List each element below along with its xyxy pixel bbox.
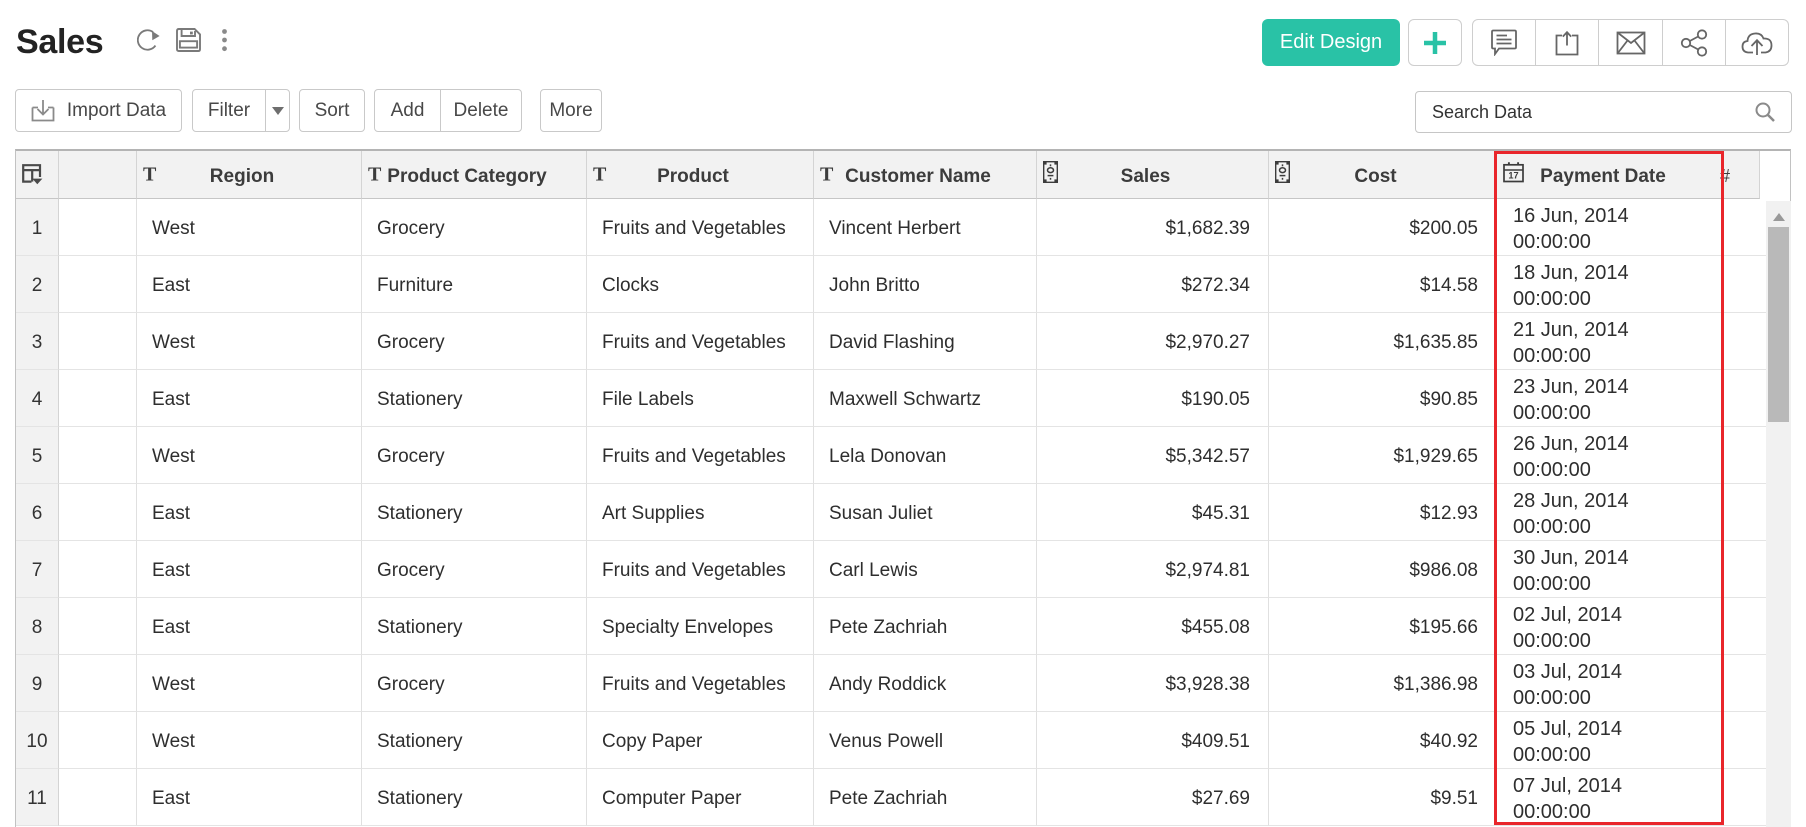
svg-text:17: 17 [1508,170,1518,180]
